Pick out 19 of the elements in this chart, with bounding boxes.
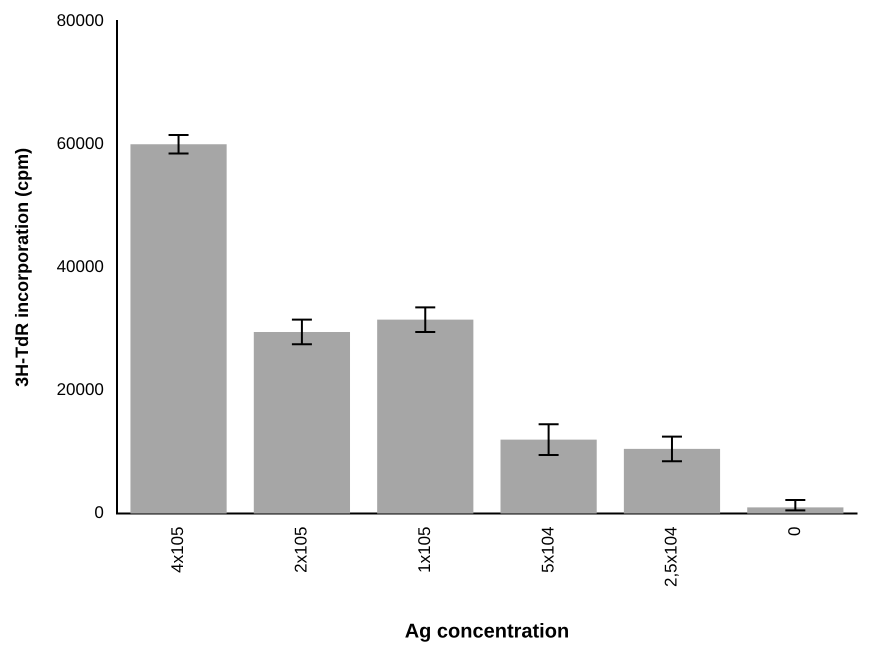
x-tick-label: 5x104 [538, 526, 558, 573]
y-tick-label: 60000 [56, 134, 104, 153]
y-tick-label: 0 [94, 503, 104, 522]
bar [377, 320, 474, 514]
bar [747, 507, 844, 514]
bar [130, 144, 227, 514]
x-tick-label: 1x105 [414, 526, 434, 573]
y-axis-title: 3H-TdR incorporation (cpm) [12, 148, 32, 387]
x-tick-label: 0 [785, 526, 804, 536]
y-tick-label: 20000 [56, 380, 104, 400]
x-tick-label: 4x105 [168, 526, 188, 573]
bar [500, 440, 597, 514]
x-tick-label: 2,5x104 [662, 526, 681, 588]
bar [624, 448, 720, 514]
y-tick-label: 80000 [56, 10, 104, 30]
x-axis-title: Ag concentration [404, 620, 570, 643]
y-tick-label: 40000 [56, 257, 104, 276]
bar [254, 332, 350, 514]
x-tick-label: 2x105 [292, 526, 311, 573]
